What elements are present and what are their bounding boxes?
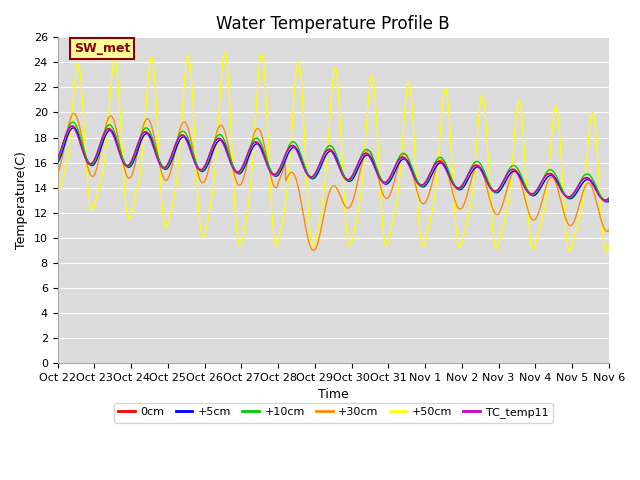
Y-axis label: Temperature(C): Temperature(C) [15, 151, 28, 249]
Legend: 0cm, +5cm, +10cm, +30cm, +50cm, TC_temp11: 0cm, +5cm, +10cm, +30cm, +50cm, TC_temp1… [114, 403, 553, 422]
Text: SW_met: SW_met [74, 42, 131, 55]
X-axis label: Time: Time [318, 388, 349, 401]
Title: Water Temperature Profile B: Water Temperature Profile B [216, 15, 450, 33]
